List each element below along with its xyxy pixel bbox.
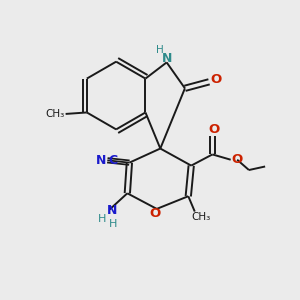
Text: O: O <box>208 123 220 136</box>
Text: H: H <box>156 45 164 55</box>
Text: O: O <box>232 153 243 166</box>
Text: N: N <box>161 52 172 65</box>
Text: O: O <box>150 207 161 220</box>
Text: N: N <box>96 154 106 167</box>
Text: O: O <box>211 73 222 86</box>
Text: CH₃: CH₃ <box>46 109 65 119</box>
Text: N: N <box>107 204 117 217</box>
Text: CH₃: CH₃ <box>192 212 211 221</box>
Text: H: H <box>108 219 117 229</box>
Text: C: C <box>108 154 117 167</box>
Text: H: H <box>98 214 106 224</box>
